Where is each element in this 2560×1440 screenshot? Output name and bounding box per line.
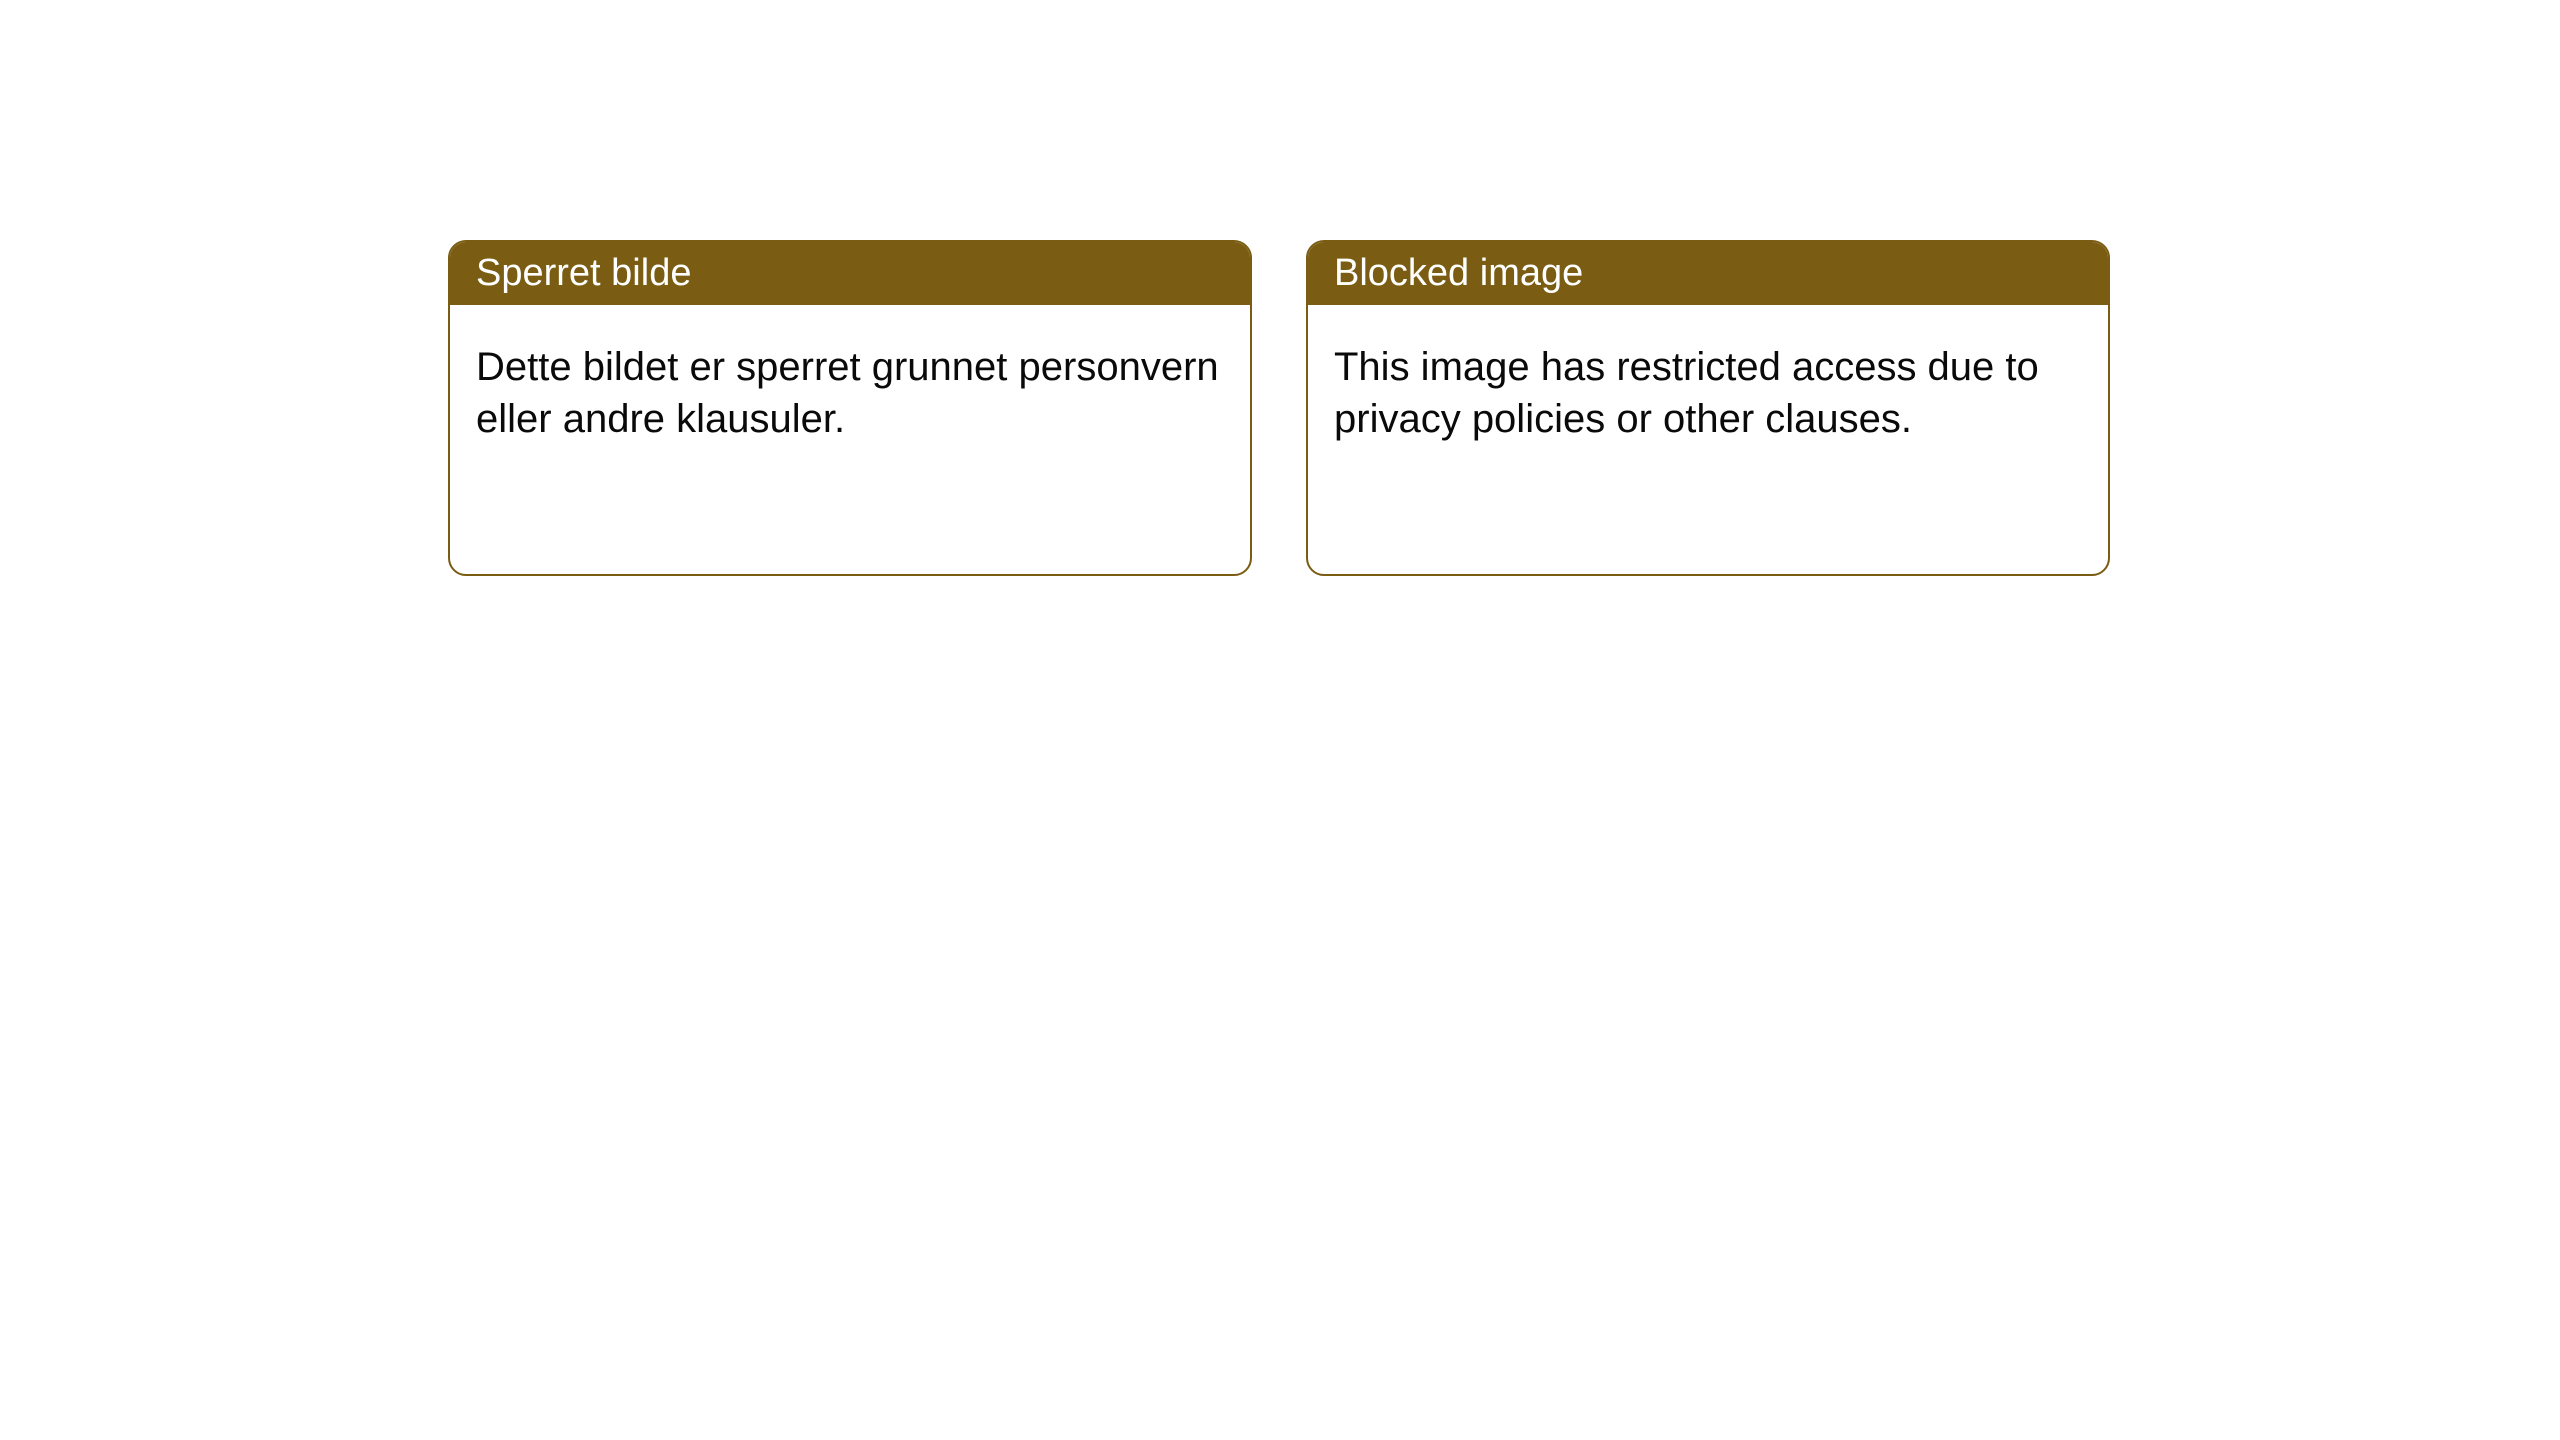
card-title: Blocked image: [1334, 252, 1583, 294]
card-body: Dette bildet er sperret grunnet personve…: [450, 305, 1250, 481]
card-title: Sperret bilde: [476, 252, 691, 294]
card-message: Dette bildet er sperret grunnet personve…: [476, 345, 1219, 441]
notice-container: Sperret bilde Dette bildet er sperret gr…: [0, 0, 2560, 576]
card-body: This image has restricted access due to …: [1308, 305, 2108, 481]
card-header: Blocked image: [1308, 242, 2108, 305]
blocked-image-card-no: Sperret bilde Dette bildet er sperret gr…: [448, 240, 1252, 576]
blocked-image-card-en: Blocked image This image has restricted …: [1306, 240, 2110, 576]
card-message: This image has restricted access due to …: [1334, 345, 2039, 441]
card-header: Sperret bilde: [450, 242, 1250, 305]
